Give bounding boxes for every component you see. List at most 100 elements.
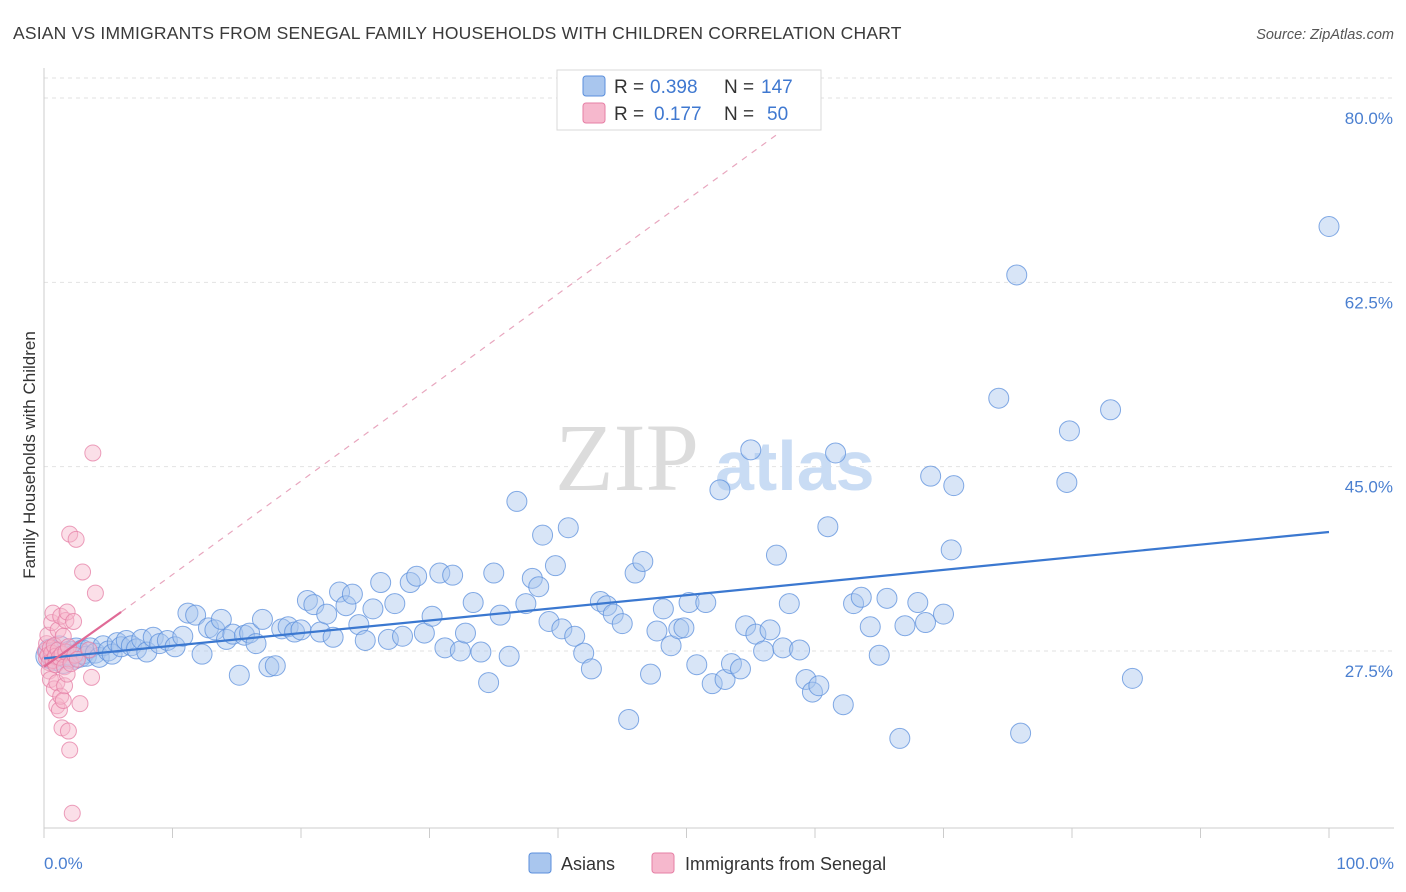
asians-swatch — [582, 75, 606, 97]
asian-point-32 — [185, 604, 207, 626]
legend-senegal-label: Immigrants from Senegal — [685, 854, 886, 874]
asian-point-88 — [557, 517, 579, 539]
asian-point-146 — [1100, 399, 1122, 421]
asian-point-65 — [399, 572, 421, 594]
senegal-point-28 — [54, 692, 72, 710]
chart-title: ASIAN VS IMMIGRANTS FROM SENEGAL FAMILY … — [13, 23, 902, 43]
asian-point-89 — [564, 625, 586, 647]
asian-point-95 — [611, 613, 633, 635]
asian-point-140 — [943, 475, 965, 497]
asian-point-62 — [377, 628, 399, 650]
asian-point-66 — [406, 565, 428, 587]
asian-point-49 — [290, 619, 312, 641]
asian-point-105 — [678, 592, 700, 614]
asians-n-label: N = — [724, 77, 754, 98]
asians-trend-line — [43, 530, 1330, 660]
asian-point-144 — [1058, 420, 1080, 442]
asian-point-45 — [264, 655, 286, 677]
legend-asians-swatch — [528, 852, 552, 874]
senegal-point-45 — [71, 695, 89, 713]
asians-points — [35, 216, 1340, 749]
asian-point-71 — [442, 564, 464, 586]
asian-point-119 — [772, 637, 794, 659]
senegal-point-38 — [61, 741, 79, 759]
gridlines — [44, 77, 1394, 652]
asian-point-82 — [521, 567, 543, 589]
asian-point-75 — [470, 641, 492, 663]
senegal-point-46 — [74, 563, 92, 581]
asian-point-138 — [933, 603, 954, 625]
y-tick-label-0: 27.5% — [1345, 662, 1393, 681]
senegal-trend-extension — [120, 134, 777, 613]
asian-point-61 — [370, 572, 392, 594]
asian-point-137 — [920, 465, 942, 487]
senegal-r-label: R = — [614, 104, 644, 125]
senegal-r-value: 0.177 — [654, 104, 702, 125]
x-tick-label-1: 100.0% — [1336, 854, 1394, 873]
asian-point-60 — [362, 598, 384, 620]
asians-r-label: R = — [614, 77, 644, 98]
asian-point-106 — [686, 654, 708, 676]
x-axis-ticks — [43, 828, 1330, 838]
asian-point-91 — [580, 658, 602, 680]
asian-point-98 — [632, 550, 654, 572]
y-tick-label-3: 80.0% — [1345, 109, 1393, 128]
asian-point-56 — [335, 595, 357, 617]
asian-point-74 — [462, 592, 484, 614]
asian-point-85 — [538, 611, 560, 633]
asian-point-59 — [354, 629, 376, 651]
watermark: ZIP atlas — [555, 404, 875, 511]
asian-point-100 — [646, 620, 668, 642]
asian-point-110 — [714, 668, 736, 690]
asian-point-58 — [348, 614, 370, 636]
asian-point-18 — [101, 643, 123, 665]
asian-point-31 — [177, 602, 199, 624]
asian-point-39 — [228, 664, 250, 686]
asian-point-101 — [652, 598, 674, 620]
asian-point-96 — [618, 708, 640, 730]
asian-point-122 — [795, 668, 817, 690]
asian-point-73 — [454, 622, 476, 644]
y-tick-label-1: 45.0% — [1345, 478, 1393, 497]
asian-point-121 — [789, 639, 811, 661]
asian-point-124 — [808, 675, 830, 697]
y-axis-label: Family Households with Children — [20, 331, 39, 579]
asian-point-97 — [624, 562, 646, 584]
senegal-point-34 — [58, 665, 76, 683]
asian-point-133 — [889, 727, 911, 749]
asian-point-117 — [759, 619, 781, 641]
asian-point-33 — [191, 643, 213, 665]
asian-point-81 — [515, 593, 537, 615]
asian-point-141 — [988, 387, 1010, 409]
y-tick-label-2: 62.5% — [1345, 293, 1393, 312]
asian-point-148 — [1318, 216, 1340, 238]
asian-point-44 — [258, 656, 280, 678]
asian-point-19 — [106, 632, 128, 654]
senegal-point-50 — [86, 584, 104, 602]
asian-point-68 — [421, 605, 443, 627]
asian-point-123 — [801, 681, 823, 703]
asian-point-107 — [695, 592, 717, 614]
senegal-point-35 — [59, 638, 77, 656]
asian-point-145 — [1056, 471, 1078, 493]
asian-point-116 — [753, 640, 775, 662]
asian-point-135 — [907, 592, 929, 614]
asian-point-114 — [740, 439, 762, 461]
asian-point-126 — [825, 442, 847, 464]
asian-point-108 — [701, 673, 723, 695]
asian-point-136 — [915, 612, 937, 634]
asian-point-118 — [765, 544, 787, 566]
asians-n-value: 147 — [761, 77, 793, 98]
senegal-swatch — [582, 102, 606, 124]
senegal-point-41 — [65, 613, 83, 631]
trend-lines — [43, 530, 1330, 668]
asian-point-147 — [1121, 667, 1143, 689]
asian-point-69 — [429, 562, 451, 584]
asian-point-93 — [596, 595, 618, 617]
senegal-point-36 — [59, 722, 77, 740]
asian-point-72 — [449, 640, 471, 662]
legend-senegal-swatch — [651, 852, 675, 874]
x-tick-label-0: 0.0% — [44, 854, 83, 873]
asian-point-53 — [316, 603, 338, 625]
watermark-zip: ZIP — [555, 404, 699, 511]
